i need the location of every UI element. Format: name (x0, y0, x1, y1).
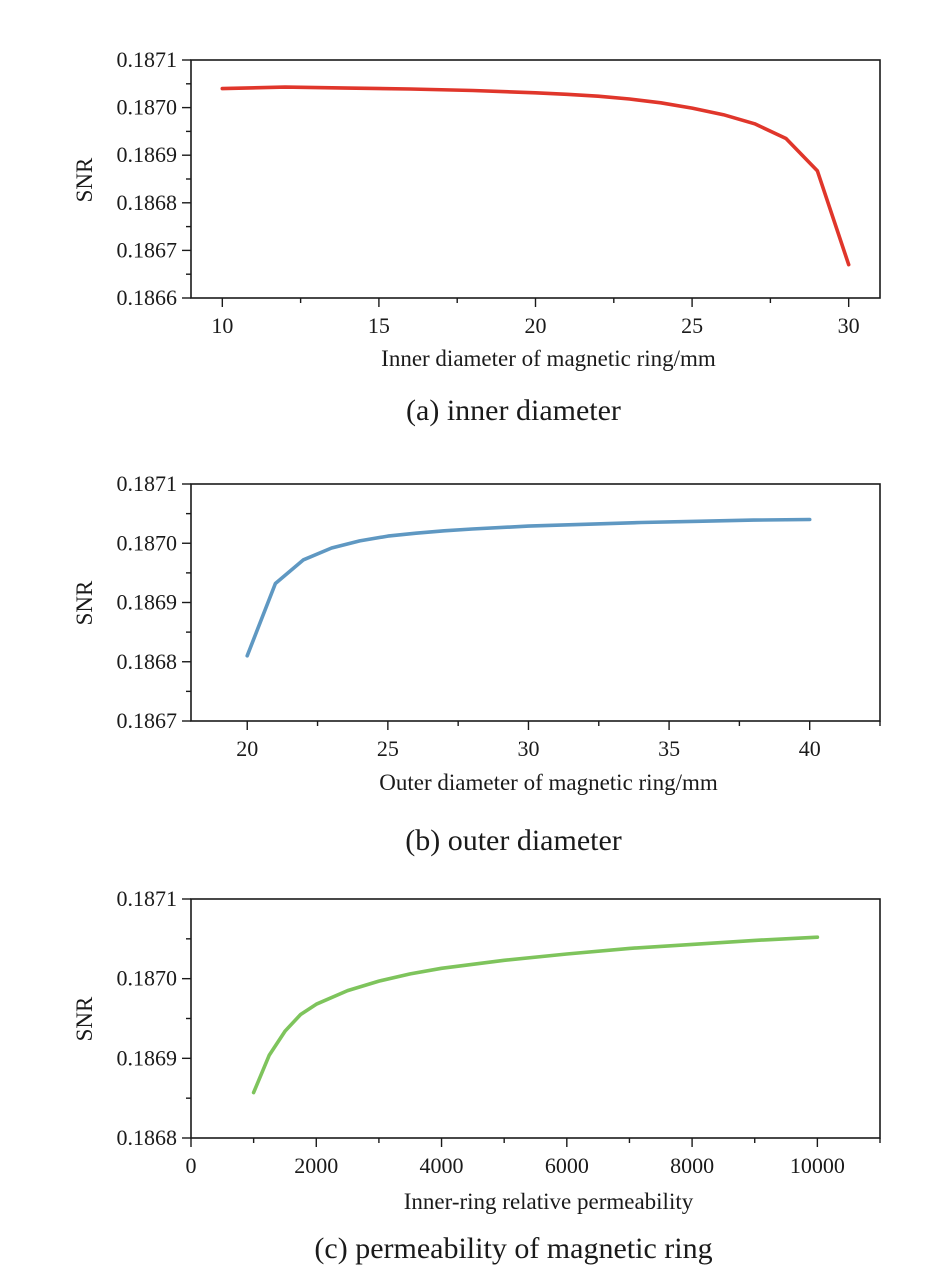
y-tick-label: 0.1871 (117, 886, 178, 911)
x-tick-label: 8000 (670, 1153, 714, 1178)
x-tick-label: 2000 (294, 1153, 338, 1178)
x-tick-label: 30 (517, 736, 539, 761)
y-tick-label: 0.1869 (117, 590, 178, 615)
y-tick-label: 0.1867 (117, 708, 178, 733)
x-tick-label: 20 (236, 736, 258, 761)
x-axis-label: Inner diameter of magnetic ring/mm (381, 346, 716, 371)
x-tick-label: 0 (186, 1153, 197, 1178)
y-tick-label: 0.1870 (117, 95, 178, 120)
chart-panel-2: 0 2000 4000 6000 8000 10000 0.1868 0.1869 0.1870… (72, 886, 881, 1265)
x-tick-label: 30 (838, 313, 860, 338)
y-axis-label: SNR (72, 996, 97, 1041)
chart-panel-1: 20 25 30 35 40 0.1867 0.1868 0.1869 0.1870 0.1871… (72, 471, 881, 857)
y-tick-label: 0.1868 (117, 649, 178, 674)
y-tick-label: 0.1868 (117, 190, 178, 215)
x-tick-label: 10000 (790, 1153, 845, 1178)
x-tick-label: 25 (377, 736, 399, 761)
plot-frame (190, 898, 881, 1139)
y-axis-label: SNR (72, 157, 97, 202)
y-tick-label: 0.1866 (117, 285, 178, 310)
y-axis-label: SNR (72, 580, 97, 625)
x-tick-label: 20 (525, 313, 547, 338)
figure-caption: (b) outer diameter (405, 824, 622, 857)
plot-frame (190, 59, 881, 299)
y-tick-label: 0.1868 (117, 1125, 178, 1150)
y-tick-label: 0.1871 (117, 471, 178, 496)
figure-caption: (c) permeability of magnetic ring (314, 1232, 712, 1265)
x-tick-label: 40 (799, 736, 821, 761)
y-tick-label: 0.1869 (117, 1045, 178, 1070)
y-tick-label: 0.1869 (117, 142, 178, 167)
series-line-0 (220, 85, 851, 267)
figure-caption: (a) inner diameter (406, 394, 621, 427)
series-line-0 (251, 935, 820, 1095)
x-tick-label: 35 (658, 736, 680, 761)
y-tick-label: 0.1870 (117, 530, 178, 555)
y-tick-label: 0.1867 (117, 237, 178, 262)
series-line-0 (245, 517, 812, 658)
x-axis-label: Inner-ring relative permeability (404, 1189, 694, 1214)
x-tick-label: 10 (211, 313, 233, 338)
y-tick-label: 0.1871 (117, 47, 178, 72)
x-tick-label: 25 (681, 313, 703, 338)
chart-panel-0: 10 15 20 25 30 0.1866 0.1867 0.1868 0.1869 0.1870… (72, 47, 881, 427)
y-tick-label: 0.1870 (117, 966, 178, 991)
x-tick-label: 6000 (545, 1153, 589, 1178)
x-tick-label: 15 (368, 313, 390, 338)
x-axis-label: Outer diameter of magnetic ring/mm (379, 770, 718, 795)
x-tick-label: 4000 (420, 1153, 464, 1178)
